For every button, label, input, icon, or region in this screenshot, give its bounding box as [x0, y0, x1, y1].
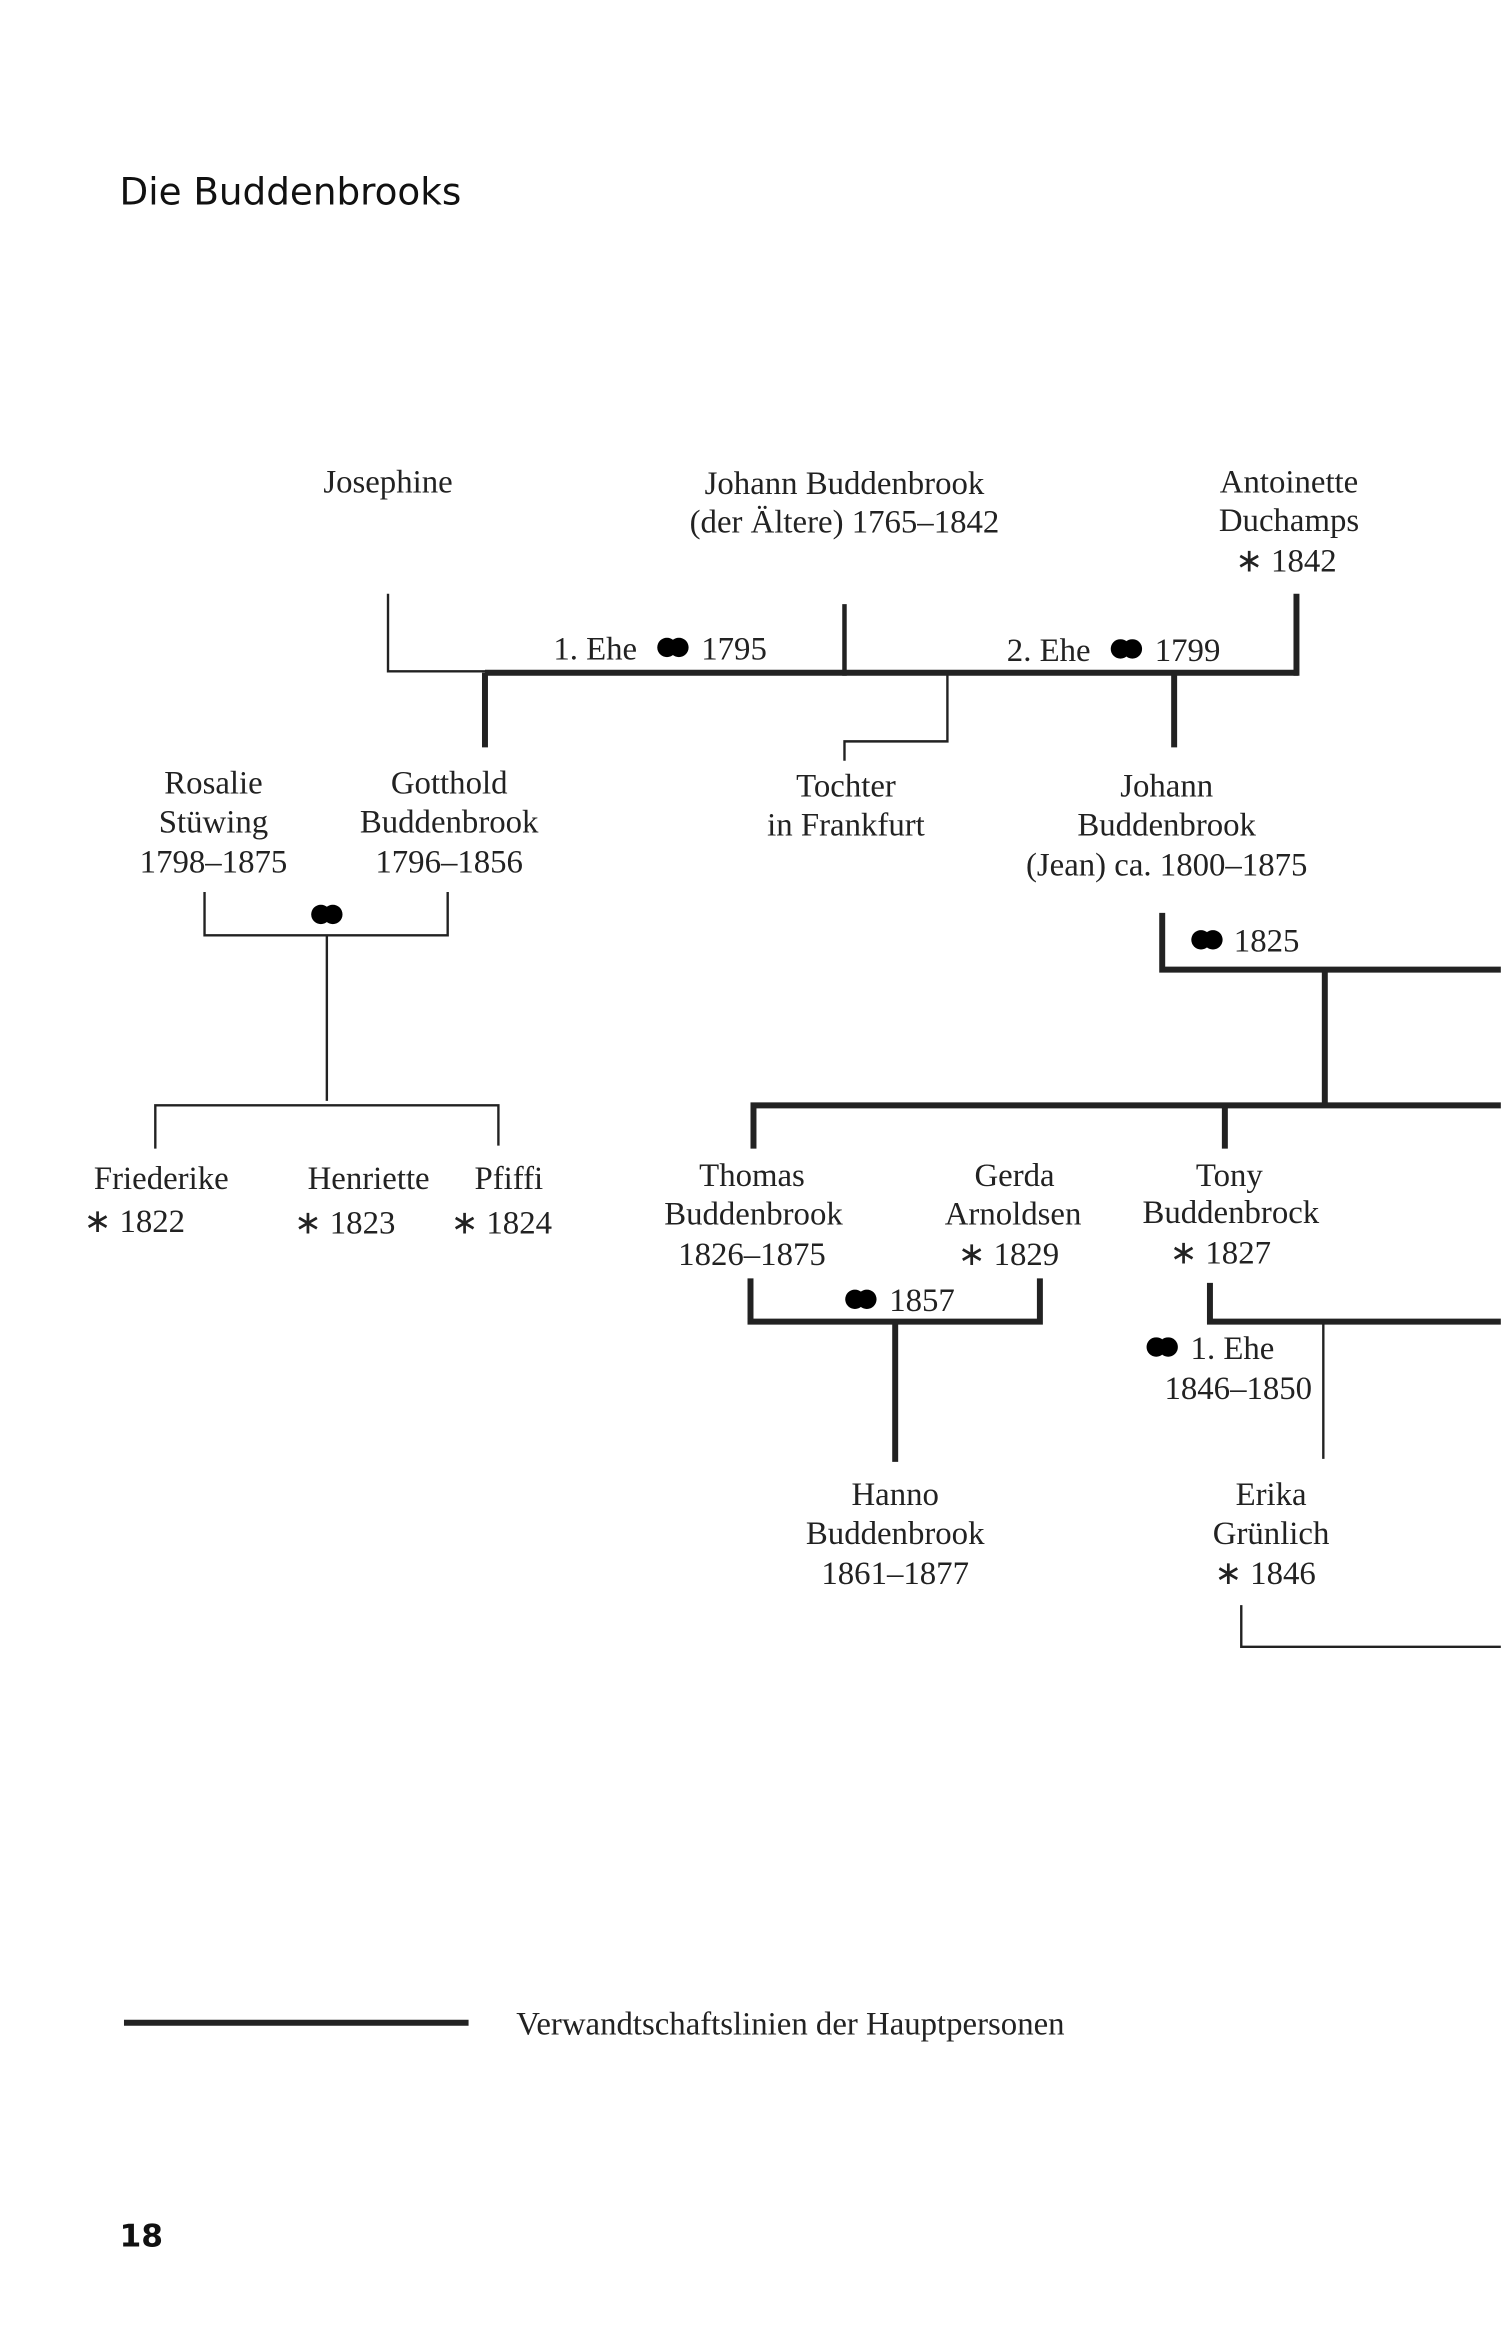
wedding-rings-icon: [311, 904, 343, 925]
marriage-year: 1799: [1155, 633, 1221, 669]
person-gotthold-buddenbrook: Gotthold Buddenbrook 1796–1856: [360, 766, 539, 881]
marriage-thomas-gerda: 1857: [845, 1283, 955, 1319]
marriage-jean: 1825: [1191, 924, 1299, 960]
wedding-rings-icon: [845, 1289, 877, 1309]
marriage-year: 1857: [889, 1283, 955, 1319]
wedding-rings-icon: [1110, 639, 1143, 659]
wedding-rings-icon: [657, 637, 689, 658]
marriage-years: 1846–1850: [1164, 1371, 1312, 1407]
marriage-label: 2. Ehe: [1007, 633, 1091, 669]
relationship-lines: [154, 593, 1501, 1649]
person-johann-jean: Johann Buddenbrook (Jean) ca. 1800–1875: [1026, 769, 1307, 884]
person-johann-der-aeltere: Johann Buddenbrook (der Ältere) 1765–1842: [690, 466, 1000, 541]
marriage-first: 1. Ehe 1795: [553, 631, 767, 667]
marriage-label: 1. Ehe: [1191, 1331, 1275, 1367]
person-pfiffi: Pfiffi ∗ 1824: [451, 1161, 552, 1242]
marriage-year: 1825: [1234, 924, 1300, 960]
marriage-second: 2. Ehe 1799: [1007, 633, 1221, 669]
person-thomas-buddenbrook: Thomas Buddenbrook 1826–1875: [664, 1158, 843, 1273]
page-title: Die Buddenbrooks: [120, 169, 462, 213]
page-number: 18: [120, 2219, 164, 2255]
person-josephine: Josephine: [323, 464, 452, 500]
marriage-tony-first: 1. Ehe 1846–1850: [1146, 1331, 1312, 1407]
person-gerda-arnoldsen: Gerda Arnoldsen ∗ 1829: [945, 1158, 1082, 1273]
legend-label: Verwandtschaftslinien der Hauptpersonen: [516, 2007, 1064, 2043]
marriage-year: 1795: [701, 631, 767, 667]
person-antoinette-duchamps: Antoinette Duchamps ∗ 1842: [1219, 464, 1359, 579]
marriage-label: 1. Ehe: [553, 631, 637, 667]
wedding-rings-icon: [1191, 930, 1223, 950]
person-tochter-in-frankfurt: Tochter in Frankfurt: [767, 769, 925, 844]
wedding-rings-icon: [1146, 1337, 1178, 1357]
person-rosalie-stuewing: Rosalie Stüwing 1798–1875: [140, 766, 288, 881]
person-erika-gruenlich: Erika Grünlich ∗ 1846: [1213, 1477, 1330, 1592]
person-hanno-buddenbrook: Hanno Buddenbrook 1861–1877: [806, 1477, 985, 1592]
legend: Verwandtschaftslinien der Hauptpersonen: [123, 2007, 1065, 2043]
person-friederike: Friederike ∗ 1822: [84, 1161, 229, 1240]
person-henriette: Henriette ∗ 1823: [294, 1161, 430, 1242]
person-tony-buddenbrook: Tony Buddenbrock ∗ 1827: [1142, 1158, 1319, 1272]
